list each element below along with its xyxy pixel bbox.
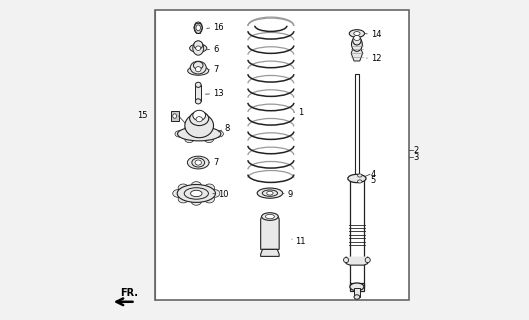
Bar (354, 288, 360, 297)
Ellipse shape (257, 188, 282, 198)
Ellipse shape (350, 283, 364, 291)
Polygon shape (261, 249, 279, 256)
Ellipse shape (196, 25, 200, 31)
Ellipse shape (185, 136, 194, 143)
Text: 14: 14 (371, 30, 381, 39)
Text: 7: 7 (213, 158, 218, 167)
Ellipse shape (190, 190, 202, 197)
Ellipse shape (195, 160, 202, 165)
Ellipse shape (209, 190, 220, 197)
Text: 6: 6 (213, 44, 218, 54)
Ellipse shape (196, 117, 203, 122)
Ellipse shape (195, 67, 201, 72)
Polygon shape (346, 257, 368, 265)
Ellipse shape (191, 182, 202, 189)
Bar (350, 283, 364, 287)
Ellipse shape (191, 197, 202, 205)
Ellipse shape (189, 112, 209, 125)
Bar (170, 111, 179, 121)
Ellipse shape (194, 61, 203, 69)
Bar (154, 10, 409, 300)
Bar (350, 179, 364, 291)
Ellipse shape (204, 195, 214, 203)
Ellipse shape (187, 156, 209, 169)
Ellipse shape (193, 110, 206, 121)
Text: 7: 7 (213, 65, 218, 74)
Text: 12: 12 (371, 53, 381, 62)
Ellipse shape (355, 178, 359, 181)
Ellipse shape (192, 158, 205, 167)
Ellipse shape (178, 184, 188, 192)
Ellipse shape (196, 46, 201, 50)
Text: 10: 10 (218, 190, 229, 199)
Bar (195, 85, 201, 101)
Bar (355, 182, 358, 287)
Ellipse shape (266, 214, 275, 219)
Ellipse shape (175, 131, 184, 137)
Text: FR.: FR. (121, 288, 139, 298)
Ellipse shape (177, 185, 215, 202)
Ellipse shape (214, 131, 223, 137)
Ellipse shape (351, 37, 362, 51)
Ellipse shape (185, 125, 194, 132)
Text: 11: 11 (295, 237, 305, 246)
Bar (355, 74, 359, 179)
Ellipse shape (194, 41, 203, 49)
Ellipse shape (188, 66, 209, 75)
Text: 1: 1 (298, 108, 303, 117)
Ellipse shape (173, 114, 177, 118)
Text: 15: 15 (138, 111, 148, 120)
Text: 8: 8 (225, 124, 230, 133)
Ellipse shape (365, 258, 370, 263)
Ellipse shape (354, 32, 360, 36)
Ellipse shape (194, 22, 203, 34)
Ellipse shape (185, 114, 214, 138)
Ellipse shape (358, 180, 362, 183)
Ellipse shape (348, 174, 366, 183)
Ellipse shape (173, 190, 183, 197)
Text: 16: 16 (213, 23, 224, 32)
Ellipse shape (262, 190, 278, 196)
Ellipse shape (343, 258, 349, 263)
Ellipse shape (267, 191, 273, 195)
Ellipse shape (353, 36, 361, 45)
Polygon shape (261, 217, 279, 249)
Text: 3: 3 (414, 153, 419, 162)
Text: 13: 13 (213, 89, 224, 98)
Ellipse shape (349, 30, 364, 37)
Ellipse shape (184, 188, 208, 199)
Ellipse shape (195, 82, 201, 87)
Ellipse shape (354, 36, 360, 41)
Text: 2: 2 (414, 146, 419, 155)
Ellipse shape (190, 61, 206, 74)
Ellipse shape (189, 44, 207, 52)
Ellipse shape (354, 295, 360, 299)
Ellipse shape (350, 176, 364, 182)
Ellipse shape (205, 125, 214, 132)
Text: 4: 4 (371, 170, 376, 179)
Text: 9: 9 (287, 189, 293, 199)
Ellipse shape (195, 99, 201, 104)
Ellipse shape (178, 127, 221, 141)
Ellipse shape (205, 136, 214, 143)
Polygon shape (351, 45, 363, 61)
Ellipse shape (193, 41, 204, 55)
Ellipse shape (358, 174, 362, 177)
Ellipse shape (204, 184, 214, 192)
Ellipse shape (178, 195, 188, 203)
Text: 5: 5 (371, 176, 376, 185)
Ellipse shape (262, 213, 278, 220)
